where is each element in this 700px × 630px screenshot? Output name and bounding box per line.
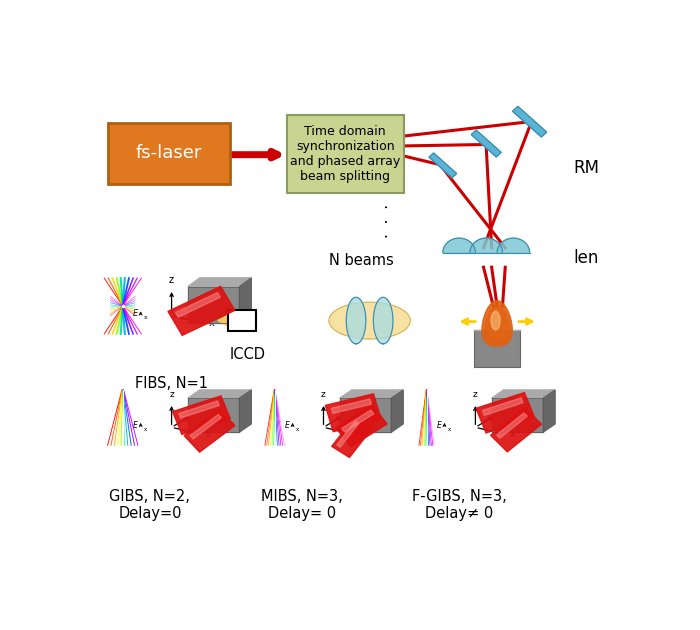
Wedge shape [443, 238, 475, 253]
Text: MIBS, N=3,
Delay= 0: MIBS, N=3, Delay= 0 [261, 489, 343, 521]
Polygon shape [184, 410, 235, 452]
Polygon shape [471, 130, 501, 157]
Polygon shape [491, 398, 543, 432]
Text: x: x [209, 318, 214, 328]
Wedge shape [497, 238, 530, 253]
Text: $E$: $E$ [436, 419, 443, 430]
Text: y: y [498, 410, 504, 418]
Text: $E$: $E$ [132, 307, 139, 318]
Text: x: x [144, 427, 147, 432]
Polygon shape [391, 390, 403, 432]
Polygon shape [346, 297, 366, 344]
FancyBboxPatch shape [228, 310, 256, 331]
Polygon shape [373, 297, 393, 344]
FancyBboxPatch shape [474, 330, 520, 367]
Text: ·  ·  ·: · · · [381, 204, 396, 238]
Polygon shape [188, 278, 251, 287]
Polygon shape [342, 410, 374, 432]
Polygon shape [188, 287, 239, 323]
Polygon shape [496, 413, 527, 438]
Polygon shape [491, 408, 542, 452]
Text: ICCD: ICCD [230, 347, 265, 362]
Polygon shape [239, 278, 251, 323]
FancyBboxPatch shape [286, 115, 404, 193]
Polygon shape [188, 390, 251, 398]
Polygon shape [178, 401, 219, 418]
Polygon shape [489, 314, 505, 339]
Polygon shape [491, 390, 555, 398]
Polygon shape [331, 399, 372, 413]
Text: x: x [358, 430, 363, 438]
Polygon shape [340, 398, 391, 432]
Polygon shape [491, 311, 500, 330]
Polygon shape [218, 314, 230, 327]
Polygon shape [476, 392, 534, 433]
Text: Time domain
synchronization
and phased array
beam splitting: Time domain synchronization and phased a… [290, 125, 400, 183]
Polygon shape [239, 390, 251, 432]
Polygon shape [176, 292, 220, 318]
Polygon shape [340, 390, 403, 398]
Text: z: z [321, 390, 326, 399]
Polygon shape [168, 287, 235, 335]
Text: FIBS, N=1: FIBS, N=1 [135, 376, 208, 391]
Wedge shape [470, 238, 503, 253]
Text: z: z [169, 390, 174, 399]
Polygon shape [482, 398, 523, 415]
Polygon shape [482, 301, 512, 346]
Text: y: y [197, 296, 202, 306]
Text: N beams: N beams [329, 253, 394, 268]
Text: GIBS, N=2,
Delay=0: GIBS, N=2, Delay=0 [109, 489, 190, 521]
Text: x: x [144, 315, 148, 320]
Text: z: z [169, 275, 174, 285]
Text: x: x [448, 427, 451, 432]
Polygon shape [326, 394, 382, 432]
Text: x: x [296, 427, 299, 432]
Polygon shape [190, 415, 221, 439]
Polygon shape [485, 307, 509, 343]
Text: F-GIBS, N=3,
Delay≠ 0: F-GIBS, N=3, Delay≠ 0 [412, 489, 507, 521]
Polygon shape [512, 106, 547, 137]
Text: fs-laser: fs-laser [136, 144, 202, 162]
Text: x: x [510, 430, 514, 438]
Polygon shape [188, 398, 239, 432]
Text: $E$: $E$ [284, 419, 291, 430]
Polygon shape [543, 390, 555, 432]
Text: y: y [346, 410, 352, 418]
Polygon shape [337, 421, 359, 447]
Polygon shape [336, 405, 387, 447]
FancyBboxPatch shape [108, 123, 230, 184]
Text: y: y [195, 410, 200, 418]
Polygon shape [173, 396, 230, 435]
Text: RM: RM [573, 159, 599, 177]
Polygon shape [329, 302, 410, 339]
Polygon shape [429, 153, 456, 178]
Text: z: z [473, 390, 478, 399]
Text: len: len [573, 248, 598, 266]
Text: x: x [206, 430, 211, 438]
Polygon shape [332, 416, 373, 457]
Text: $E$: $E$ [132, 419, 139, 430]
